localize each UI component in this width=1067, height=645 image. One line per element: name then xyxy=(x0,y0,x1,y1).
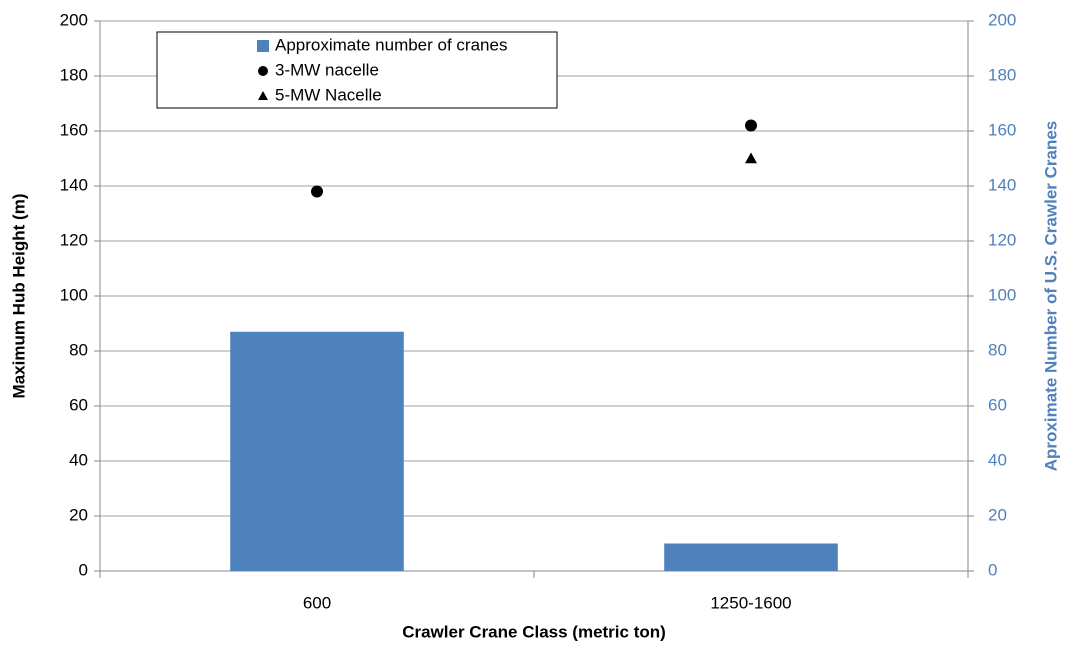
y2-tick-label: 40 xyxy=(988,450,1007,469)
y2-tick-label: 140 xyxy=(988,175,1016,194)
legend-marker xyxy=(258,91,268,100)
y2-tick-label: 60 xyxy=(988,395,1007,414)
y-tick-label: 180 xyxy=(60,65,88,84)
y2-tick-label: 100 xyxy=(988,285,1016,304)
y2-axis-title: Aproximate Number of U.S. Crawler Cranes xyxy=(1041,121,1060,471)
x-tick-label: 1250-1600 xyxy=(710,593,791,612)
y-tick-label: 60 xyxy=(69,395,88,414)
y-tick-label: 100 xyxy=(60,285,88,304)
y-tick-label: 0 xyxy=(79,560,88,579)
y2-tick-label: 0 xyxy=(988,560,997,579)
legend-box xyxy=(156,31,558,109)
y2-tick-label: 200 xyxy=(988,10,1016,29)
bar xyxy=(230,331,404,571)
marker xyxy=(311,185,323,198)
y-tick-label: 120 xyxy=(60,230,88,249)
legend-label: 5-MW Nacelle xyxy=(275,85,382,104)
legend-label: 3-MW nacelle xyxy=(275,60,379,79)
y-tick-label: 140 xyxy=(60,175,88,194)
y2-tick-label: 180 xyxy=(988,65,1016,84)
marker xyxy=(745,152,757,164)
y2-tick-label: 160 xyxy=(988,120,1016,139)
y-axis-title: Maximum Hub Height (m) xyxy=(9,194,28,399)
y-tick-label: 20 xyxy=(69,505,88,524)
y-tick-label: 40 xyxy=(69,450,88,469)
bar xyxy=(664,543,838,571)
y2-tick-label: 20 xyxy=(988,505,1007,524)
y-tick-label: 200 xyxy=(60,10,88,29)
y2-tick-label: 120 xyxy=(988,230,1016,249)
legend-swatch xyxy=(257,40,269,52)
x-axis-title: Crawler Crane Class (metric ton) xyxy=(402,622,666,641)
legend-label: Approximate number of cranes xyxy=(275,35,507,54)
marker xyxy=(745,119,757,132)
y-tick-label: 160 xyxy=(60,120,88,139)
x-tick-label: 600 xyxy=(303,593,331,612)
legend-marker xyxy=(258,66,268,76)
y-tick-label: 80 xyxy=(69,340,88,359)
y2-tick-label: 80 xyxy=(988,340,1007,359)
